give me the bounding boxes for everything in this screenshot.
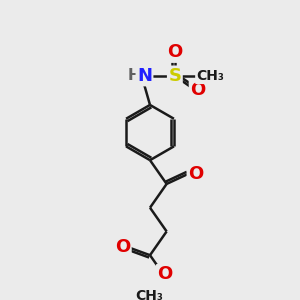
Text: O: O: [157, 266, 172, 284]
Text: O: O: [115, 238, 130, 256]
Text: S: S: [168, 67, 182, 85]
Text: H: H: [128, 68, 140, 83]
Text: CH₃: CH₃: [196, 69, 224, 83]
Text: O: O: [167, 44, 182, 62]
Text: CH₃: CH₃: [135, 289, 163, 300]
Text: N: N: [137, 67, 152, 85]
Text: O: O: [188, 165, 203, 183]
Text: O: O: [190, 81, 206, 99]
